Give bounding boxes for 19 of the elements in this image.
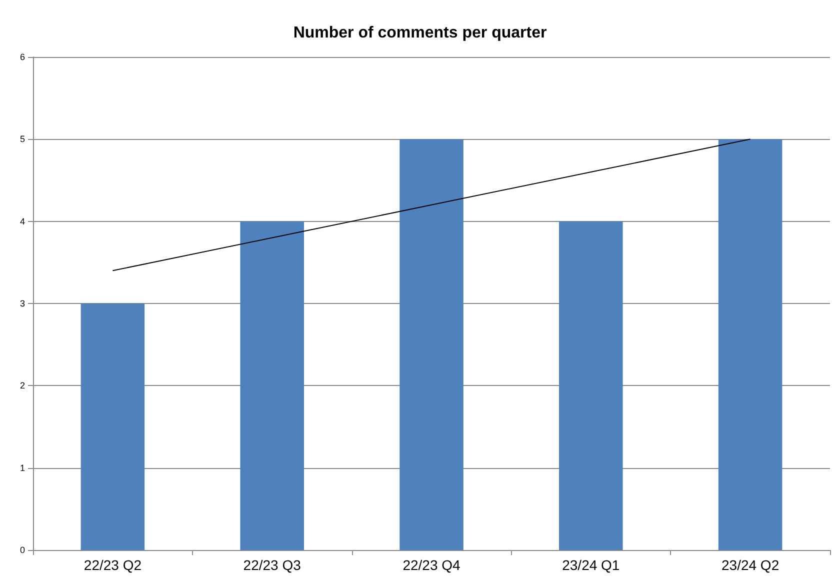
x-tick-label: 22/23 Q3 xyxy=(243,557,302,573)
x-tick-label: 23/24 Q2 xyxy=(721,557,780,573)
x-tick-label: 23/24 Q1 xyxy=(562,557,620,573)
bar xyxy=(559,221,623,550)
bar xyxy=(80,304,145,550)
y-tick-label: 5 xyxy=(20,134,25,144)
chart-title: Number of comments per quarter xyxy=(293,24,547,42)
line-series xyxy=(112,138,751,272)
bar xyxy=(400,139,464,550)
bar xyxy=(240,221,304,550)
x-tick-label: 22/23 Q2 xyxy=(84,557,142,573)
y-tick-label: 4 xyxy=(20,216,25,226)
y-tick-label: 2 xyxy=(20,380,25,391)
x-tick-label: 22/23 Q4 xyxy=(402,557,461,573)
y-tick-label: 1 xyxy=(20,462,25,473)
y-tick-label: 3 xyxy=(20,298,25,308)
y-tick-label: 6 xyxy=(20,52,25,62)
y-tick-label: 0 xyxy=(20,545,25,555)
bar xyxy=(718,139,782,550)
